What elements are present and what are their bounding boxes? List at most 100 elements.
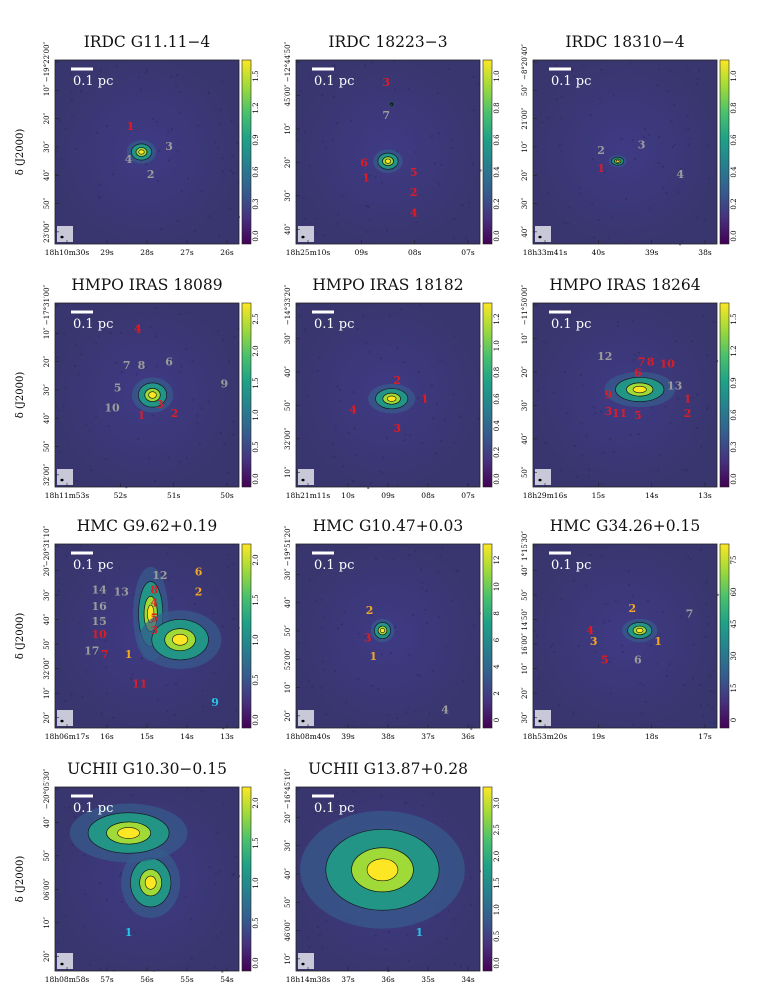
source-label: 11 <box>132 678 147 691</box>
y-tick-label: 30″ <box>284 839 292 851</box>
x-tick-label: 39s <box>341 732 355 741</box>
map-svg: 0.1 pc 3 7 6 5 1 2 4 −12°44′50″ 45′00″ 10″ 20″ 30″ 40… <box>284 41 501 257</box>
colorbar-tick-label: 0.0 <box>252 714 260 725</box>
y-tick-label: 23′00″ <box>43 220 51 242</box>
y-tick-label: 40″ <box>43 169 51 181</box>
y-tick-label: 10″ <box>521 332 529 344</box>
source-label: 3 <box>393 422 401 435</box>
colorbar-tick-label: 15 <box>730 684 738 693</box>
source-label: 9 <box>211 696 219 709</box>
source-label: 7 <box>686 608 694 621</box>
map-panel: HMPO IRAS 18264 0.1 pc 12 7 8 10 6 13 9 3 11 5 1 2 −11… <box>478 258 738 503</box>
colorbar-tick-label: 60 <box>730 588 738 597</box>
map-panel: HMPO IRAS 18089 0.1 pc 4 7 8 6 5 9 10 3 2 1 −17°31′0… <box>0 258 260 503</box>
source-label: 2 <box>410 186 418 199</box>
y-tick-label: 10″ <box>284 123 292 135</box>
x-tick-label: 35s <box>421 975 435 984</box>
y-tick-label: 40″ <box>284 868 292 880</box>
x-tick-label: 15s <box>592 491 606 500</box>
colorbar <box>482 59 493 245</box>
colorbar-tick-label: 75 <box>730 556 738 565</box>
colorbar-tick-label: 1.0 <box>252 634 260 645</box>
colorbar-tick-label: 0.9 <box>730 377 738 388</box>
x-tick-label: 07s <box>461 248 475 257</box>
source-label: 5 <box>410 166 418 179</box>
source-label: 10 <box>660 357 676 370</box>
y-tick-label: 46′00″ <box>284 919 292 941</box>
y-tick-label: 40″ <box>43 412 51 424</box>
colorbar-tick-label: 1.5 <box>252 70 260 81</box>
scale-bar-label: 0.1 pc <box>73 558 113 573</box>
y-tick-label: 50″ <box>284 625 292 637</box>
x-tick-label: 52s <box>114 491 128 500</box>
colorbar-tick-label: 0.4 <box>493 420 501 432</box>
y-axis-label: δ (J2000) <box>15 372 26 419</box>
y-tick-label: −19°22′00″ <box>43 41 51 82</box>
source-label: 2 <box>393 374 401 387</box>
scale-bar-label: 0.1 pc <box>73 74 113 89</box>
colorbar <box>241 543 252 729</box>
source-label: 4 <box>125 153 133 166</box>
y-tick-label: 40″ <box>284 366 292 378</box>
y-tick-label: 20″ <box>43 112 51 124</box>
colorbar-tick-label: 2 <box>493 691 501 695</box>
source-label: 8 <box>138 359 146 372</box>
map-panel: UCHII G13.87+0.28 0.1 pc 1 −16°45′10″ 20″ 30″… <box>241 742 501 987</box>
source-label: 17 <box>84 644 99 657</box>
y-tick-label: 50″ <box>284 399 292 411</box>
y-axis-label: δ (J2000) <box>15 613 26 660</box>
y-tick-label: 1°15′30″ <box>521 531 529 561</box>
y-tick-label: 16′00″ <box>521 633 529 655</box>
y-tick-label: 40″ <box>521 564 529 576</box>
colorbar-tick-label: 1.5 <box>252 377 260 388</box>
y-tick-label: 40″ <box>284 596 292 608</box>
source-label: 1 <box>415 926 423 939</box>
y-tick-label: 32′00″ <box>43 657 51 679</box>
map-panel: IRDC G11.11−4 0.1 pc 1 2 3 4 −19°22′00″ 10″ 20″ 3… <box>0 15 260 260</box>
y-tick-label: 40″ <box>43 816 51 828</box>
y-tick-label: 20″ <box>521 687 529 699</box>
x-tick-label: 37s <box>341 975 355 984</box>
colorbar-tick-label: 0.6 <box>252 166 260 178</box>
source-label: 8 <box>151 584 159 597</box>
panel-title: HMC G9.62+0.19 <box>76 517 218 535</box>
scale-bar-label: 0.1 pc <box>551 74 591 89</box>
y-tick-label: 50″ <box>521 84 529 96</box>
x-tick-label: 08s <box>421 491 435 500</box>
x-tick-label: 18s <box>645 732 659 741</box>
x-tick-label: 18h33m41s <box>523 248 568 257</box>
source-label: 8 <box>647 356 655 369</box>
colorbar-tick-label: 0.6 <box>730 409 738 421</box>
panel-title: IRDC 18223−3 <box>328 33 448 51</box>
beam-box <box>298 710 314 726</box>
y-tick-label: −14°33′20″ <box>284 284 292 325</box>
source-label: 6 <box>195 565 203 578</box>
y-tick-label: 10″ <box>43 687 51 699</box>
colorbar-tick-label: 1.0 <box>252 409 260 420</box>
x-tick-label: 09s <box>381 491 395 500</box>
colorbar <box>241 302 252 488</box>
y-tick-label: 50″ <box>43 638 51 650</box>
source-label: 3 <box>156 398 164 411</box>
x-tick-label: 26s <box>220 248 234 257</box>
colorbar-tick-label: 0.0 <box>493 473 501 484</box>
x-tick-label: 13s <box>698 491 712 500</box>
y-tick-label: 20″ <box>521 169 529 181</box>
y-tick-label: 20″ <box>43 564 51 576</box>
x-tick-label: 56s <box>140 975 154 984</box>
y-tick-label: 10″ <box>43 327 51 339</box>
beam-box <box>57 710 73 726</box>
colorbar <box>241 59 252 245</box>
y-tick-label: 20″ <box>521 366 529 378</box>
scale-bar-label: 0.1 pc <box>314 558 354 573</box>
colorbar-tick-label: 1.5 <box>252 837 260 848</box>
y-tick-label: 30″ <box>43 589 51 601</box>
colorbar-tick-label: 0.5 <box>252 441 260 452</box>
colorbar-tick-label: 0.8 <box>730 102 738 113</box>
colorbar-tick-label: 1.0 <box>252 877 260 888</box>
y-tick-label: 50″ <box>43 440 51 452</box>
colorbar-tick-label: 12 <box>493 556 501 565</box>
source-label: 3 <box>165 140 173 153</box>
y-tick-label: 30″ <box>521 712 529 724</box>
